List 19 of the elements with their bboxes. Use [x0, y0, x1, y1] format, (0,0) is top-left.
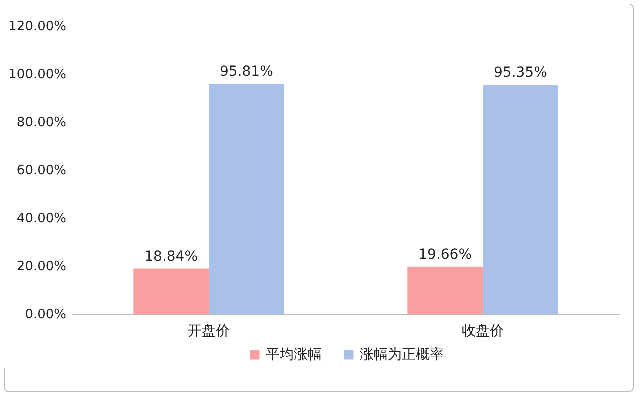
- y-tick-label: 100.00%: [8, 68, 66, 82]
- bar: [408, 266, 483, 314]
- y-tick-label: 40.00%: [16, 212, 66, 226]
- bar: [483, 85, 558, 314]
- legend-label: 涨幅为正概率: [360, 347, 444, 363]
- data-label: 19.66%: [418, 246, 472, 263]
- data-label: 95.35%: [494, 65, 548, 82]
- y-tick-label: 80.00%: [16, 116, 66, 130]
- legend-label: 平均涨幅: [266, 347, 322, 363]
- y-tick-label: 0.00%: [25, 308, 66, 322]
- x-tick-label: 开盘价: [188, 324, 230, 340]
- x-tick-label: 收盘价: [462, 324, 504, 340]
- y-tick-label: 20.00%: [16, 260, 66, 274]
- y-tick-label: 120.00%: [8, 20, 66, 34]
- y-tick-label: 60.00%: [16, 164, 66, 178]
- data-label: 95.81%: [220, 64, 274, 80]
- data-label: 18.84%: [144, 248, 198, 265]
- bar: [134, 268, 209, 314]
- bar: [209, 84, 284, 314]
